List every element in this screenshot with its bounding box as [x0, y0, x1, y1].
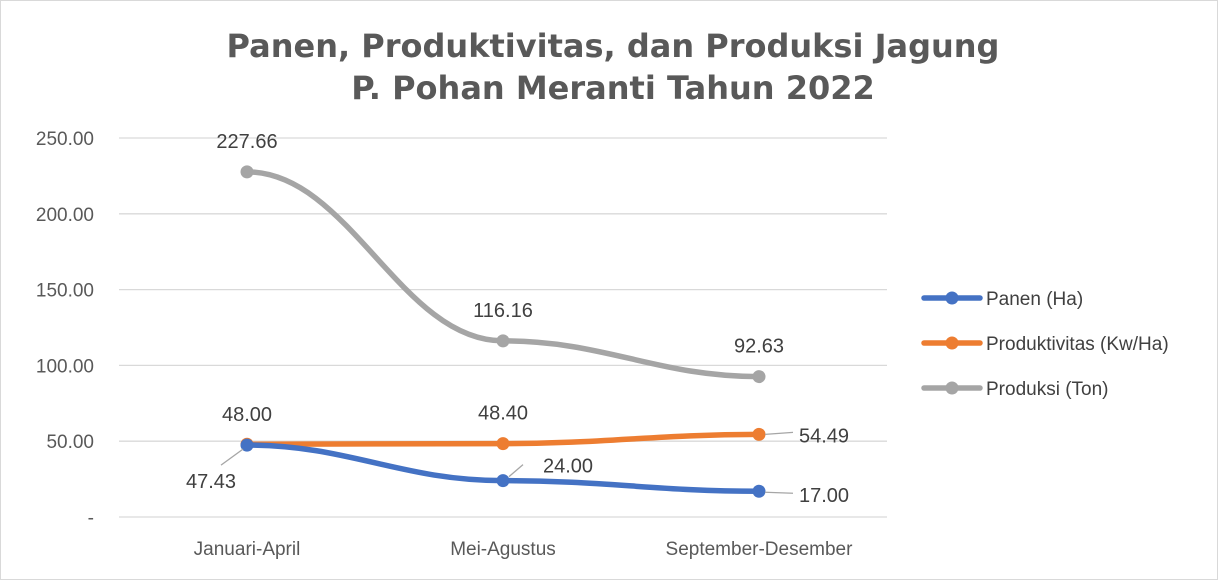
legend: Panen (Ha) Produktivitas (Kw/Ha) Produksi …	[921, 289, 1169, 400]
label-leader-line	[220, 448, 244, 466]
data-label: 227.66	[216, 131, 277, 153]
gridlines	[119, 137, 887, 518]
series-marker	[752, 484, 766, 498]
series-marker	[752, 370, 766, 384]
legend-label: Produksi (Ton)	[986, 379, 1109, 400]
data-labels: 227.66 116.16 92.63 48.00 48.40 54.49 47.43 24.…	[186, 131, 849, 507]
y-tick-label: 250.00	[36, 129, 94, 150]
data-label: 47.43	[186, 471, 236, 493]
x-tick-label: Mei-Agustus	[450, 539, 556, 560]
legend-marker	[945, 336, 959, 350]
series-group	[240, 165, 766, 498]
y-tick-label: 200.00	[36, 205, 94, 226]
chart-title: Panen, Produktivitas, dan Produksi Jagun…	[227, 27, 1000, 107]
series-marker	[240, 165, 254, 179]
x-tick-label: Januari-April	[194, 539, 301, 560]
series-marker	[496, 437, 510, 451]
legend-marker	[945, 291, 959, 305]
y-tick-label: 50.00	[46, 432, 94, 453]
y-axis: - 50.00 100.00 150.00 200.00 250.00	[36, 129, 94, 529]
data-label: 48.00	[222, 404, 272, 426]
chart-title-line-1: Panen, Produktivitas, dan Produksi Jagun…	[227, 27, 1000, 65]
series-marker	[496, 334, 510, 348]
series-marker	[240, 438, 254, 452]
label-leader-line	[764, 431, 794, 436]
y-tick-label: 100.00	[36, 356, 94, 377]
y-tick-label: 150.00	[36, 281, 94, 302]
data-label: 54.49	[799, 425, 849, 447]
data-label: 92.63	[734, 336, 784, 358]
legend-label: Produktivitas (Kw/Ha)	[986, 334, 1169, 355]
x-tick-label: September-Desember	[666, 539, 854, 560]
data-label: 17.00	[799, 485, 849, 507]
label-leader-line	[508, 464, 524, 478]
y-tick-label: -	[88, 508, 94, 529]
label-leader-line	[764, 491, 794, 494]
series-marker	[752, 427, 766, 441]
series-line-2	[244, 169, 762, 380]
data-label: 116.16	[473, 300, 533, 322]
data-label: 48.40	[478, 403, 528, 425]
series-marker	[496, 474, 510, 488]
chart-title-line-2: P. Pohan Meranti Tahun 2022	[351, 69, 875, 107]
data-label: 24.00	[543, 456, 593, 478]
x-axis: Januari-April Mei-Agustus September-Desemb…	[194, 539, 853, 560]
legend-marker	[945, 381, 959, 395]
legend-label: Panen (Ha)	[986, 289, 1083, 310]
